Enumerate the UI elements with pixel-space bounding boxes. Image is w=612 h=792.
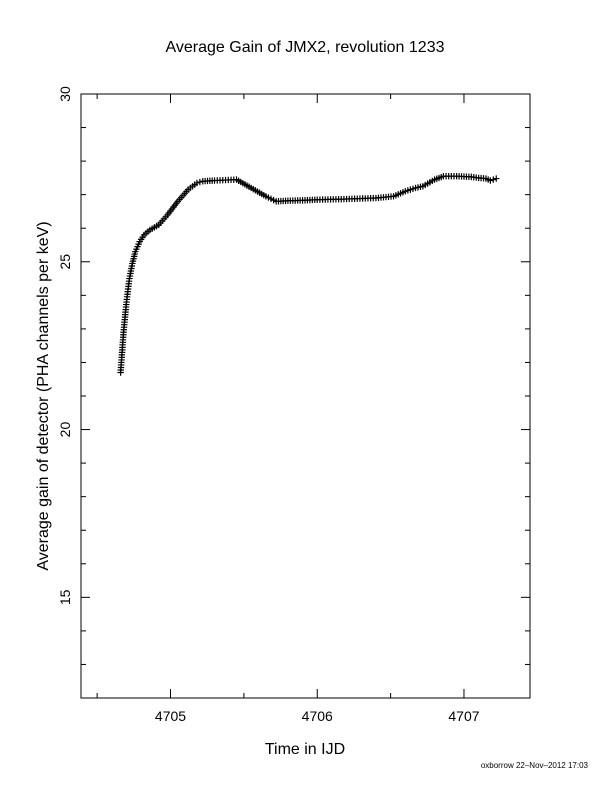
- data-point: [196, 178, 204, 186]
- data-point: [490, 176, 497, 183]
- data-point: [493, 175, 500, 182]
- footer-credit: oxborrow 22–Nov–2012 17:03: [481, 761, 589, 770]
- x-axis-ticks: [96, 94, 465, 698]
- y-axis-ticks: [81, 93, 530, 699]
- y-axis-tick-labels: 15 20 25 30: [57, 86, 73, 605]
- x-tick-label: 4705: [155, 708, 186, 724]
- y-axis-label: Average gain of detector (PHA channels p…: [35, 221, 52, 570]
- chart-title: Average Gain of JMX2, revolution 1233: [166, 39, 445, 56]
- data-point: [193, 179, 201, 187]
- x-axis-label: Time in IJD: [265, 741, 345, 758]
- x-tick-label: 4706: [302, 708, 333, 724]
- y-tick-label: 20: [57, 422, 73, 438]
- x-axis-tick-labels: 4705 4706 4707: [155, 708, 480, 724]
- y-tick-label: 15: [57, 589, 73, 605]
- plot-frame: [80, 93, 531, 699]
- y-tick-label: 25: [57, 254, 73, 270]
- x-tick-label: 4707: [448, 708, 479, 724]
- data-point: [487, 177, 494, 184]
- y-tick-label: 30: [57, 86, 73, 102]
- data-markers: [117, 173, 500, 376]
